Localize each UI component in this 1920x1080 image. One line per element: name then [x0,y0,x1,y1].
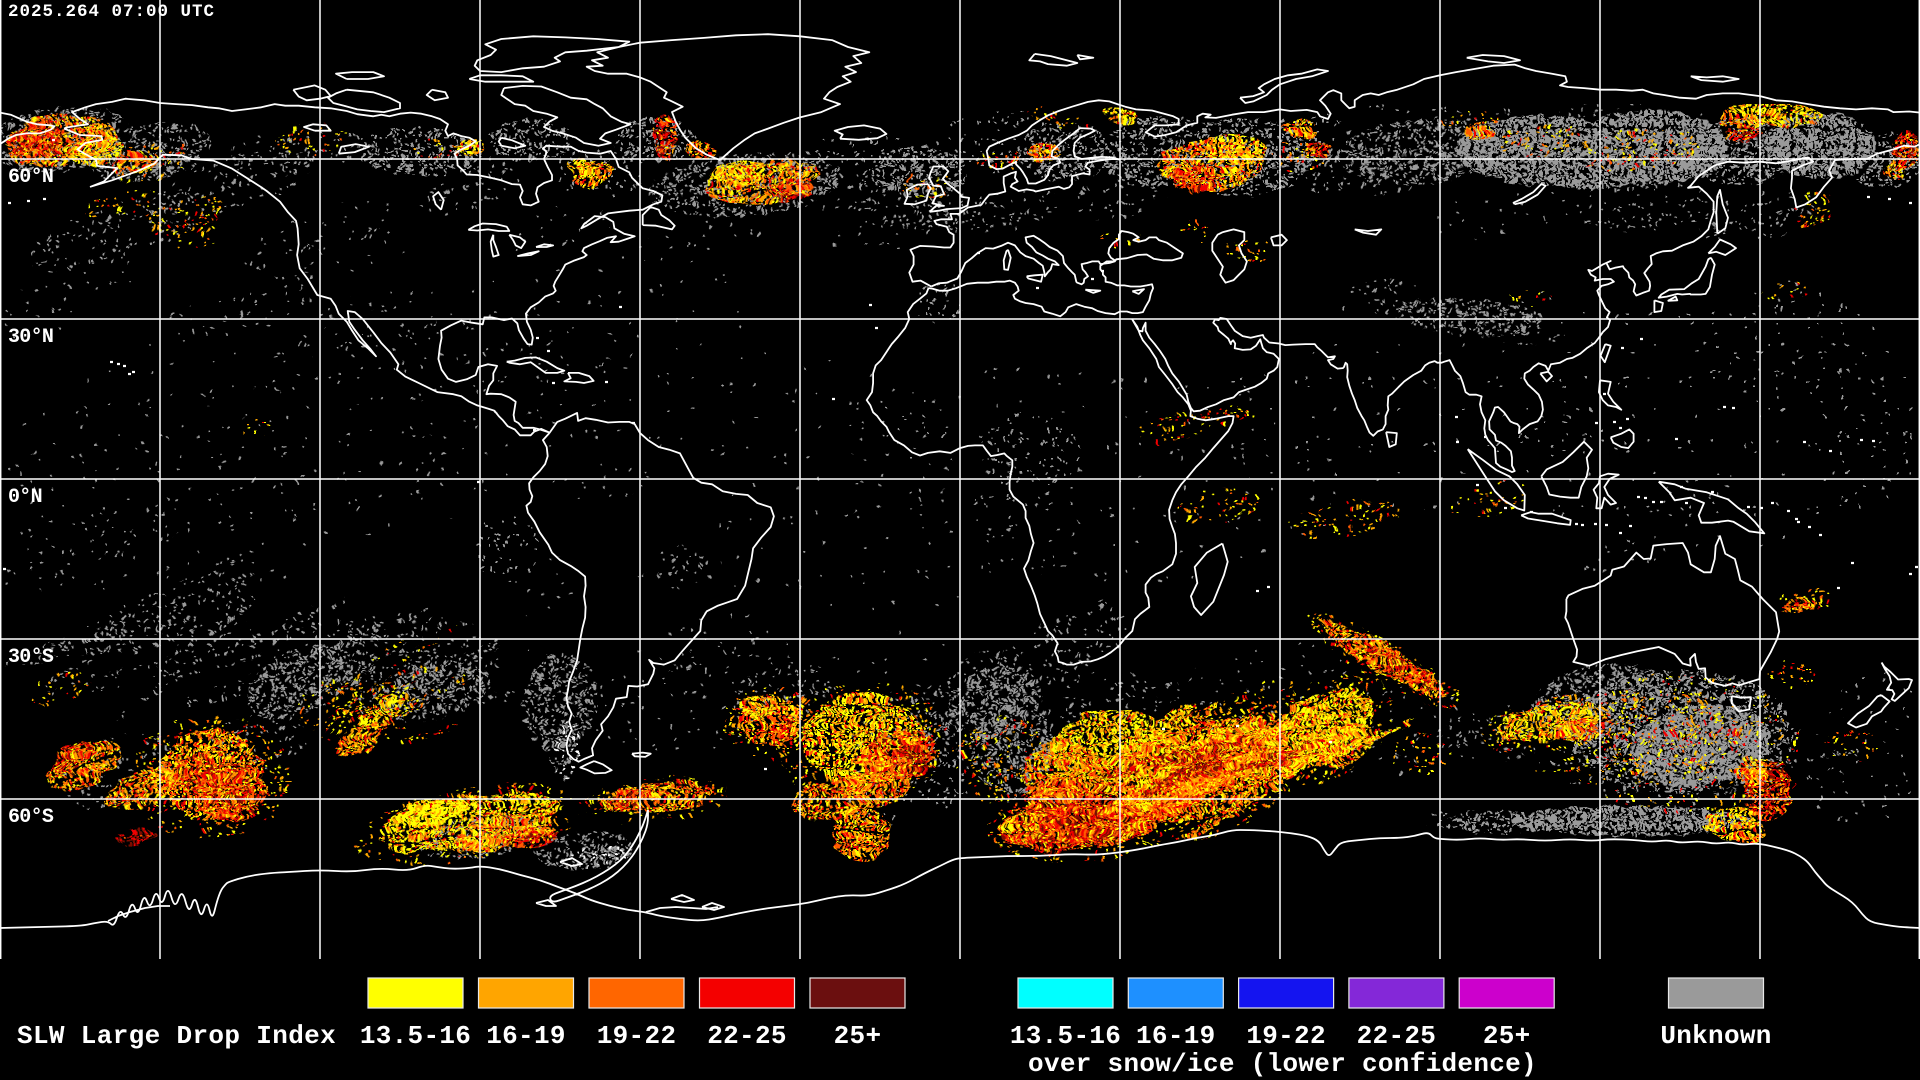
svg-text:16-19: 16-19 [1136,1021,1216,1051]
svg-text:22-25: 22-25 [707,1021,787,1051]
svg-text:60°N: 60°N [8,166,53,189]
svg-text:22-25: 22-25 [1357,1021,1437,1051]
svg-text:2025.264 07:00 UTC: 2025.264 07:00 UTC [8,2,215,22]
svg-text:60°S: 60°S [8,806,54,829]
svg-text:SLW Large Drop Index: SLW Large Drop Index [17,1021,336,1051]
svg-text:30°N: 30°N [8,326,53,349]
svg-text:13.5-16: 13.5-16 [360,1021,471,1051]
svg-text:19-22: 19-22 [597,1021,677,1051]
svg-text:13.5-16: 13.5-16 [1010,1021,1121,1051]
svg-text:25+: 25+ [1483,1021,1531,1051]
svg-text:16-19: 16-19 [486,1021,566,1051]
svg-text:30°S: 30°S [8,646,54,669]
svg-text:Unknown: Unknown [1660,1021,1771,1051]
svg-text:0°N: 0°N [8,486,42,509]
svg-text:25+: 25+ [834,1021,882,1051]
svg-text:19-22: 19-22 [1246,1021,1326,1051]
svg-text:over snow/ice (lower confidenc: over snow/ice (lower confidence) [1028,1049,1537,1079]
